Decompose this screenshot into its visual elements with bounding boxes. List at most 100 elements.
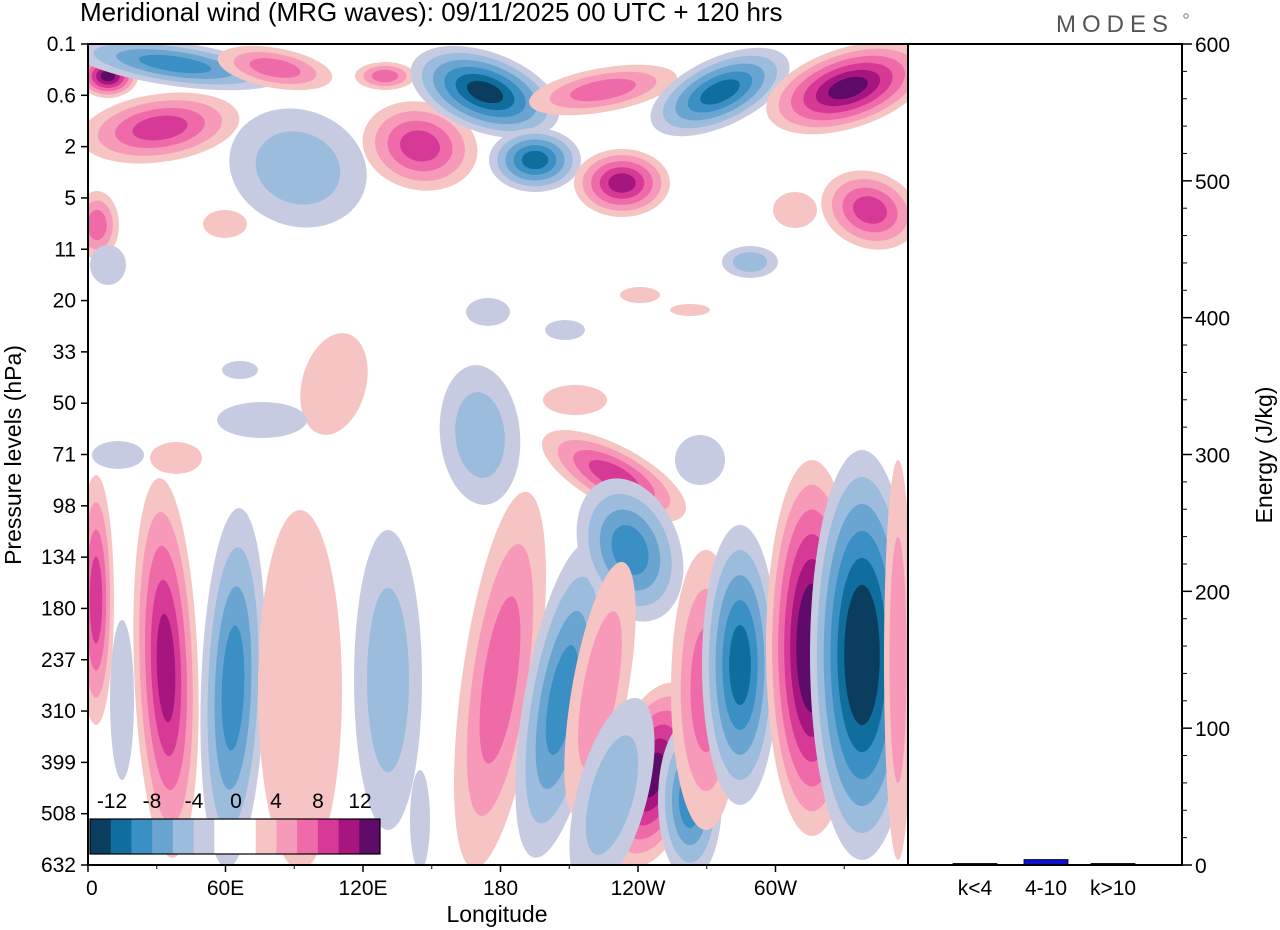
energy-axis-title: Energy (J/kg) xyxy=(1251,387,1277,524)
mid-negative-blob xyxy=(439,365,521,505)
contour-level xyxy=(675,435,725,485)
registered-mark-icon xyxy=(1183,13,1189,19)
energy-category-label: k<4 xyxy=(958,877,993,900)
y-tick-label: 20 xyxy=(53,290,76,313)
colorbar-swatch xyxy=(359,819,381,854)
colorbar-swatch xyxy=(193,819,215,854)
upper-negative-blob xyxy=(229,108,367,228)
lower-positive-blob xyxy=(258,510,342,865)
contour-level xyxy=(828,76,868,100)
colorbar-label: 12 xyxy=(348,790,371,813)
upper-negative-blob xyxy=(722,246,778,278)
contour-level xyxy=(729,625,751,705)
contour-level xyxy=(889,536,907,784)
contour-level xyxy=(100,70,116,82)
contour-level xyxy=(466,298,510,326)
colorbar-frame xyxy=(89,818,381,855)
upper-positive-blob xyxy=(821,170,908,250)
y-tick-label: 98 xyxy=(53,495,76,518)
y-tick-label: 71 xyxy=(53,444,76,467)
upper-negative-blob xyxy=(90,245,126,285)
lower-negative-blob xyxy=(702,525,778,805)
lower-positive-blob xyxy=(884,460,908,860)
y-tick-label: 237 xyxy=(41,649,76,672)
colorbar-swatch xyxy=(152,819,174,854)
y-tick-label: 0.6 xyxy=(47,84,76,107)
y-axis: 0.1 0.6 2 5 11 20 33 50 71 98 134 180 237 310 399 508 63… xyxy=(41,33,88,877)
upper-positive-blob xyxy=(766,44,908,135)
contour-level xyxy=(249,58,301,78)
lower-negative-blob xyxy=(410,770,430,865)
colorbar-label: -4 xyxy=(185,790,204,813)
colorbar-label: -8 xyxy=(143,790,162,813)
mid-negative-blob xyxy=(217,402,307,438)
brand-logo: MODES xyxy=(1056,11,1174,38)
contour-level xyxy=(570,78,636,102)
mid-positive-blob xyxy=(670,304,710,316)
energy-x-axis: k<4 4-10 k>10 xyxy=(958,877,1136,900)
colorbar-label: -12 xyxy=(97,790,127,813)
contour-level xyxy=(844,584,880,726)
lower-positive-blob xyxy=(454,491,546,865)
contour-level xyxy=(853,196,887,224)
contour-level xyxy=(578,611,622,769)
x-axis: 0 60E 120E 180 120W 60W xyxy=(86,865,845,900)
contour-level xyxy=(466,80,504,104)
lower-positive-blob xyxy=(564,561,636,819)
contour-level xyxy=(217,402,307,438)
x-tick-label: 120E xyxy=(338,877,387,900)
y-axis-title: Pressure levels (hPa) xyxy=(0,345,26,565)
contour-level xyxy=(89,556,103,644)
mid-positive-blob xyxy=(300,333,368,435)
upper-positive-blob xyxy=(362,101,478,191)
energy-category-label: k>10 xyxy=(1090,877,1136,900)
contour-level xyxy=(132,115,188,141)
contour-level xyxy=(410,770,430,865)
mid-positive-blob xyxy=(620,287,660,303)
contour-level xyxy=(670,304,710,316)
contour-level xyxy=(620,287,660,303)
chart-title: Meridional wind (MRG waves): 09/11/2025 … xyxy=(80,0,783,27)
mid-positive-blob xyxy=(543,385,607,415)
lower-negative-blob xyxy=(354,530,422,830)
lower-negative-blob xyxy=(569,697,655,865)
colorbar-swatch xyxy=(317,819,340,854)
energy-tick-label: 500 xyxy=(1195,171,1230,194)
upper-negative-blob xyxy=(489,128,581,192)
x-tick-label: 0 xyxy=(86,877,98,900)
colorbar-swatch xyxy=(214,819,236,854)
colorbar-label: 0 xyxy=(230,790,242,813)
contour-level xyxy=(88,209,107,241)
contour-level xyxy=(773,192,817,228)
heatmap-contours xyxy=(88,44,908,865)
contour-level xyxy=(222,361,258,379)
x-tick-label: 60W xyxy=(754,877,797,900)
contour-level xyxy=(700,79,740,105)
upper-positive-blob xyxy=(217,45,333,91)
upper-positive-blob xyxy=(529,64,677,116)
contour-level xyxy=(732,252,768,272)
contour-level xyxy=(300,333,368,435)
lower-positive-blob xyxy=(133,478,199,858)
contour-level xyxy=(521,150,549,170)
y-tick-label: 134 xyxy=(41,546,76,569)
contour-level xyxy=(138,54,212,74)
energy-tick-label: 200 xyxy=(1195,581,1230,604)
energy-panel xyxy=(908,44,1182,865)
energy-tick-label: 400 xyxy=(1195,308,1230,331)
upper-positive-blob xyxy=(203,210,247,238)
contour-level xyxy=(585,735,639,855)
y-tick-label: 2 xyxy=(64,136,76,159)
contour-level xyxy=(545,320,585,340)
lower-negative-blob xyxy=(810,450,908,860)
contour-level xyxy=(608,173,636,193)
contour-level xyxy=(543,385,607,415)
colorbar: -12 -8 -4 0 4 8 12 xyxy=(89,790,381,855)
contour-level xyxy=(545,645,579,755)
upper-positive-blob xyxy=(88,92,240,164)
upper-positive-blob xyxy=(773,192,817,228)
colorbar-swatch xyxy=(90,819,112,854)
lower-negative-blob xyxy=(110,620,134,780)
contour-level xyxy=(110,620,134,780)
contour-level xyxy=(479,596,521,764)
